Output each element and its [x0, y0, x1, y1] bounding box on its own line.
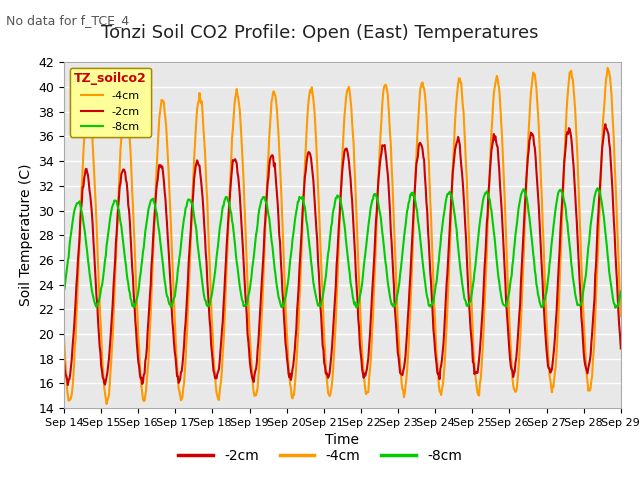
Legend: -2cm, -4cm, -8cm: -2cm, -4cm, -8cm: [173, 443, 467, 468]
-4cm: [214, 396, 222, 402]
-8cm: [426, 304, 434, 310]
-2cm: [428, 280, 435, 286]
-2cm: [64, 382, 72, 388]
-4cm: [60, 334, 68, 340]
-8cm: [594, 185, 602, 191]
Text: No data for f_TCE_4: No data for f_TCE_4: [6, 14, 129, 27]
-2cm: [617, 346, 625, 351]
-8cm: [127, 298, 135, 303]
Y-axis label: Soil Temperature (C): Soil Temperature (C): [19, 164, 33, 306]
-2cm: [411, 187, 419, 192]
-2cm: [71, 312, 79, 317]
-8cm: [214, 249, 221, 254]
Line: -2cm: -2cm: [64, 124, 621, 385]
-2cm: [602, 121, 609, 127]
Text: Tonzi Soil CO2 Profile: Open (East) Temperatures: Tonzi Soil CO2 Profile: Open (East) Temp…: [101, 24, 539, 42]
-4cm: [411, 192, 419, 198]
Legend: -4cm, -2cm, -8cm: -4cm, -2cm, -8cm: [70, 68, 151, 136]
-4cm: [70, 363, 78, 369]
-8cm: [612, 305, 620, 311]
Line: -4cm: -4cm: [64, 68, 621, 404]
-4cm: [103, 401, 111, 407]
Line: -8cm: -8cm: [64, 188, 621, 308]
-4cm: [185, 291, 193, 297]
-8cm: [70, 209, 78, 215]
-4cm: [617, 313, 625, 319]
-4cm: [428, 216, 435, 221]
-2cm: [214, 369, 222, 374]
-2cm: [128, 264, 136, 270]
-2cm: [185, 259, 193, 265]
-8cm: [410, 194, 418, 200]
-8cm: [60, 288, 68, 294]
-8cm: [184, 197, 192, 203]
-4cm: [128, 187, 136, 193]
-8cm: [617, 288, 625, 294]
-2cm: [60, 357, 68, 363]
X-axis label: Time: Time: [325, 433, 360, 447]
-4cm: [604, 65, 611, 71]
